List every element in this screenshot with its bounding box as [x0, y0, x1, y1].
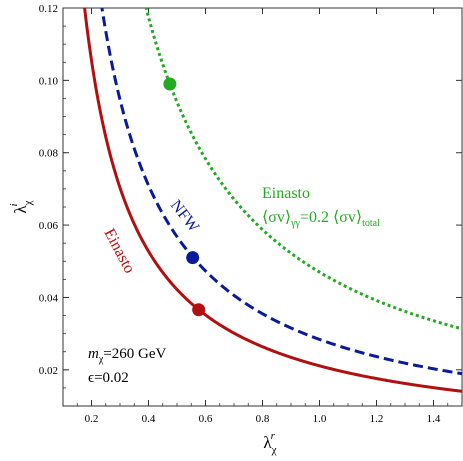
- einasto-red-label: Einasto: [100, 226, 138, 276]
- y-axis-title: λχi: [8, 200, 34, 213]
- x-tick-label: 1.2: [370, 413, 384, 425]
- curve-solid: [83, 8, 462, 393]
- y-tick-label: 0.02: [39, 365, 58, 377]
- x-tick-label: 1.4: [427, 413, 441, 425]
- y-tick-label: 0.08: [39, 148, 59, 160]
- green-formula: ⟨σv⟩γγ=0.2 ⟨σv⟩total: [262, 209, 380, 229]
- y-tick-label: 0.06: [39, 220, 59, 232]
- y-tick-label: 0.10: [39, 75, 59, 87]
- mass-note: mχ=260 GeV: [88, 346, 166, 365]
- curve-dashed: [100, 8, 462, 376]
- x-tick-label: 0.4: [142, 413, 156, 425]
- y-tick-label: 0.04: [39, 292, 59, 304]
- markers: [163, 77, 206, 317]
- marker-dotted: [163, 77, 177, 91]
- x-tick-label: 0.6: [199, 413, 213, 425]
- curves: [83, 8, 462, 393]
- epsilon-note: ϵ=0.02: [88, 370, 129, 386]
- x-tick-label: 0.2: [85, 413, 99, 425]
- y-axis-ticks: 0.02 0.04 0.06 0.08 0.10 0.12: [39, 3, 462, 407]
- marker-solid: [192, 303, 206, 317]
- curve-dotted: [144, 8, 462, 331]
- x-tick-label: 1.0: [313, 413, 327, 425]
- einasto-green-label: Einasto: [262, 185, 310, 202]
- y-tick-label: 0.12: [39, 3, 58, 15]
- marker-dashed: [186, 251, 200, 265]
- x-axis-ticks: 0.2 0.4 0.6 0.8 1.0 1.2 1.4: [62, 8, 463, 425]
- x-axis-title: λχr: [263, 430, 276, 456]
- x-tick-label: 0.8: [256, 413, 270, 425]
